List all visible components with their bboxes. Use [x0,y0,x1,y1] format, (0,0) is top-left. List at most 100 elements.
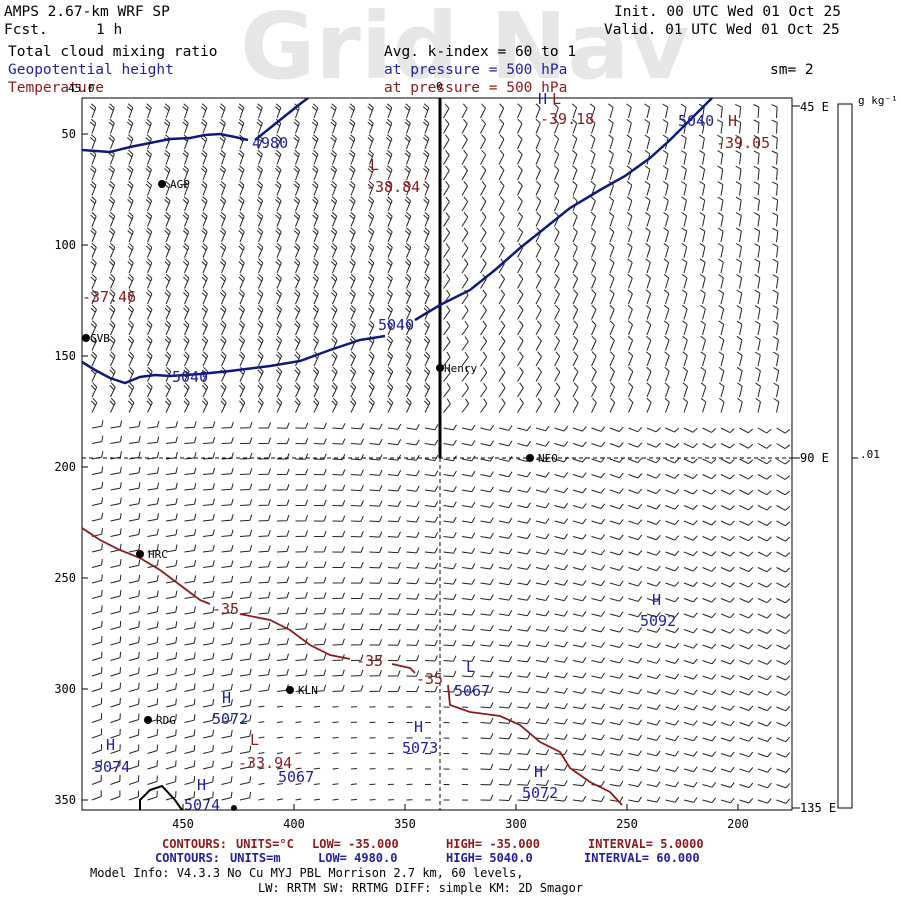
wind-barb [757,505,772,511]
wind-barb [718,335,725,351]
wind-barb [258,422,272,429]
wind-barb [406,685,420,693]
wind-barb [720,797,735,804]
wind-barb [480,548,494,555]
wind-barb [221,652,233,661]
wind-barb [182,227,190,243]
wind-barb [590,196,596,212]
wind-barb [423,149,430,165]
wind-barb [443,165,450,181]
wind-barb [461,180,469,196]
wind-barb [331,273,338,289]
wind-barb [646,550,661,556]
wind-barb [165,621,178,630]
wind-barb [350,500,364,507]
wind-barb [313,592,327,599]
wind-barb [739,659,754,665]
wind-barb [200,103,208,119]
wind-barb [238,304,245,320]
wind-barb [554,335,561,351]
wind-barb [461,532,476,539]
wind-barb [127,289,134,305]
temp-label-a: -35 [212,600,239,618]
wind-barb [165,513,178,522]
wind-barb [332,423,346,430]
wind-barb [591,335,597,351]
wind-barb [776,783,791,789]
wind-barb [349,258,356,274]
wind-barb [239,397,246,413]
wind-barb [776,613,791,619]
wind-barb [330,180,337,196]
wind-barb [369,608,383,615]
wind-barb [645,273,651,289]
wind-barb [146,335,153,351]
wind-barb [626,180,633,196]
wind-barb [754,320,761,336]
wind-barb [609,320,615,336]
wind-barb [591,796,605,802]
wind-barb [461,517,476,524]
wind-barb [664,382,670,398]
wind-barb [312,258,319,274]
wind-barb [571,134,578,150]
wind-barb [423,180,430,196]
wind-barb [591,595,606,602]
wind-barb [498,686,513,694]
wind-barb [572,227,578,243]
wind-barb [776,629,791,635]
wind-barb [572,382,579,398]
wind-barb [737,397,743,413]
wind-barb [256,103,263,119]
wind-barb [735,181,742,196]
wind-barb [627,273,633,289]
wind-barb [367,118,374,134]
wind-barb [771,181,778,196]
wind-barb [646,382,652,398]
wind-barb [202,591,215,599]
wind-barb [680,150,687,165]
wind-barb [443,336,451,351]
wind-barb [776,505,791,511]
wind-barb [369,593,383,600]
wind-barb [108,242,116,258]
wind-barb [221,776,233,785]
wind-barb [127,258,134,274]
wind-barb [147,575,159,584]
wind-barb [147,652,159,661]
wind-barb [220,397,227,413]
wind-barb [517,687,531,694]
wind-barb [628,382,634,398]
wind-barb [628,426,643,433]
wind-barb [165,713,177,723]
high-marker-4: H [414,718,423,736]
wind-barb [311,103,319,119]
wind-barb [221,699,233,708]
wind-barb [128,513,141,522]
wind-barb [275,258,282,274]
wind-barb [147,528,159,537]
wind-barb [293,118,300,134]
wind-barb [609,488,624,494]
wind-barb [720,505,735,511]
footer-model-info: Model Info: V4.3.3 No Cu MYJ PBL Morriso… [90,866,523,880]
station-neo: NEO [526,452,558,465]
wind-barb [91,574,103,584]
wind-barb [535,764,550,771]
wind-barb [183,397,190,413]
wind-barb [591,580,606,587]
temp-contour-seg4 [447,684,623,806]
wind-barb [461,165,468,181]
wind-barb [720,674,735,680]
valid-time: Valid. 01 UTC Wed 01 Oct 25 [604,22,840,38]
wind-barb [387,500,402,507]
wind-barb [313,469,327,476]
wind-barb [424,397,431,413]
wind-barb [517,149,523,165]
wind-barb [184,436,197,444]
wind-barb [646,673,661,680]
field-cloud: Total cloud mixing ratio [8,44,218,60]
wind-barb [517,548,531,555]
wind-barb [699,181,706,196]
wind-barb [739,782,754,789]
